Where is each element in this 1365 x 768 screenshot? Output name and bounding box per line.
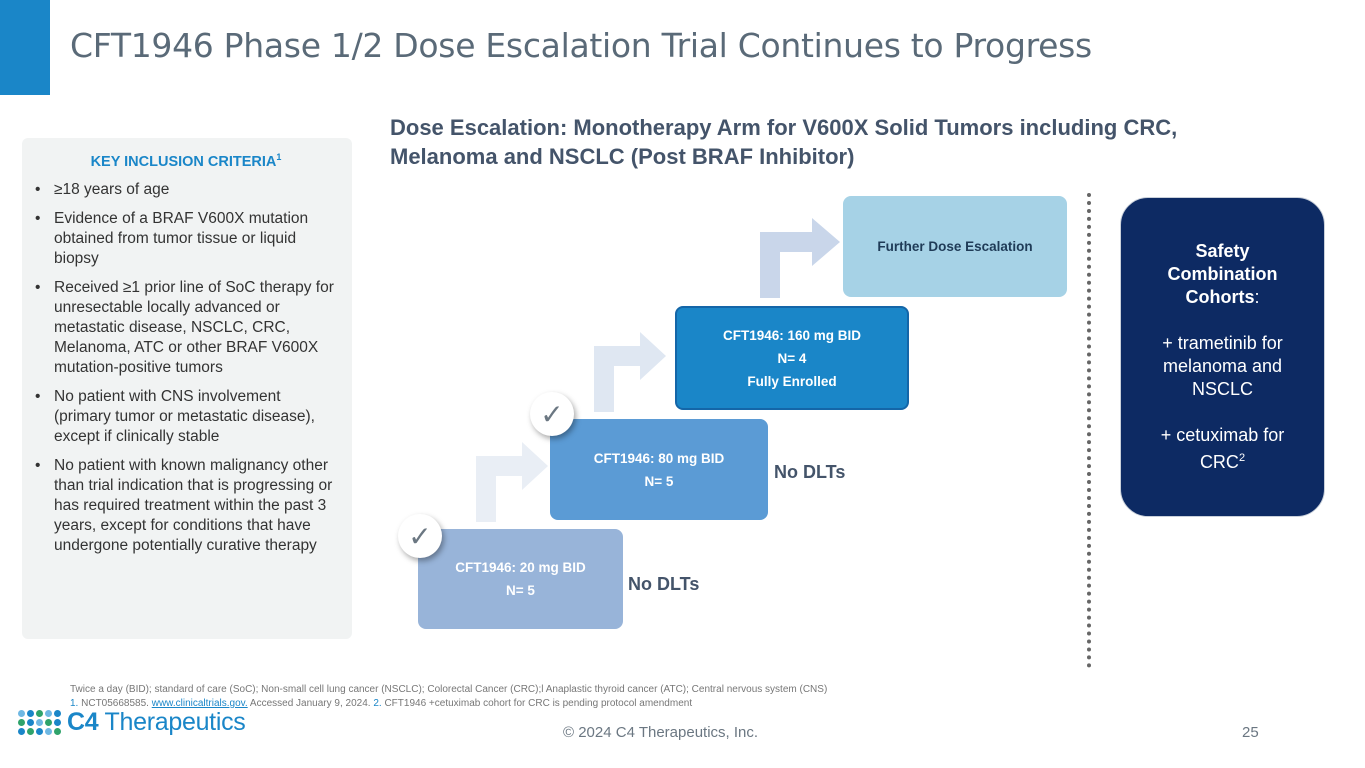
- footnote-ref-text: Accessed January 9, 2024.: [247, 698, 374, 709]
- criteria-item-text: No patient with known malignancy other t…: [54, 456, 333, 554]
- footnote-ref-text: CFT1946 +cetuximab cohort for CRC is pen…: [381, 698, 693, 709]
- checkmark-icon: ✓: [398, 514, 442, 558]
- criteria-title-footnote: 1: [276, 152, 282, 162]
- safety-item-footnote: 2: [1238, 452, 1246, 464]
- criteria-list: • ≥18 years of age • Evidence of a BRAF V6…: [32, 180, 340, 556]
- no-dlts-label: No DLTs: [628, 574, 700, 594]
- safety-heading-line-1: Safety: [1195, 241, 1250, 261]
- dose-step-80mg: CFT1946: 80 mg BID N= 5: [550, 419, 768, 520]
- footnote-ref-text: NCT05668585.: [78, 698, 152, 709]
- safety-cohorts-panel: Safety Combination Cohorts: + trametinib…: [1120, 197, 1325, 517]
- dose-step-label: CFT1946: 160 mg BID: [722, 327, 862, 343]
- checkmark-icon: ✓: [530, 392, 574, 436]
- footnote-abbreviations: Twice a day (BID); standard of care (SoC…: [70, 684, 828, 695]
- c4-therapeutics-logo: C4 Therapeutics: [18, 708, 246, 737]
- logo-text: C4 Therapeutics: [67, 708, 246, 737]
- criteria-item-text: No patient with CNS involvement (primary…: [54, 387, 315, 445]
- criteria-item-text: Received ≥1 prior line of SoC therapy fo…: [54, 278, 334, 376]
- dose-step-n: N= 5: [506, 583, 535, 598]
- footnote-ref-number: 2.: [373, 698, 382, 709]
- step-arrow-icon: [476, 442, 548, 522]
- criteria-title: KEY INCLUSION CRITERIA1: [32, 152, 340, 170]
- criteria-item-text: Evidence of a BRAF V600X mutation obtain…: [54, 209, 309, 267]
- accent-bar: [0, 0, 50, 95]
- safety-heading-colon: :: [1254, 287, 1260, 307]
- step-arrow-icon: [760, 218, 840, 298]
- safety-heading-line-3: Cohorts:: [1121, 286, 1324, 309]
- dose-step-160mg: CFT1946: 160 mg BID N= 4 Fully Enrolled: [675, 306, 909, 410]
- bullet-icon: •: [35, 209, 41, 227]
- no-dlts-label: No DLTs: [774, 462, 846, 482]
- safety-item-cetuximab: + cetuximab for CRC2: [1121, 424, 1324, 474]
- step-arrow-icon: [594, 332, 666, 412]
- safety-heading-cohorts: Cohorts: [1185, 287, 1255, 307]
- dose-step-further: Further Dose Escalation: [843, 196, 1067, 297]
- dose-step-n: N= 4: [777, 350, 807, 366]
- dose-step-status: Fully Enrolled: [747, 373, 837, 389]
- safety-item-cetuximab-text: + cetuximab for CRC: [1160, 425, 1285, 472]
- criteria-title-text: KEY INCLUSION CRITERIA: [90, 153, 277, 170]
- clinicaltrials-link[interactable]: www.clinicaltrials.gov.: [151, 698, 248, 709]
- dose-step-n: N= 5: [644, 473, 674, 489]
- criteria-item-text: ≥18 years of age: [54, 180, 170, 198]
- bullet-icon: •: [35, 387, 41, 405]
- logo-prefix: C4: [67, 708, 99, 736]
- inclusion-criteria-panel: KEY INCLUSION CRITERIA1 • ≥18 years of ag…: [22, 138, 352, 639]
- subtitle-line-2: Melanoma and NSCLC (Post BRAF Inhibitor): [390, 144, 855, 169]
- bullet-icon: •: [35, 180, 41, 198]
- criteria-item: • Evidence of a BRAF V600X mutation obtai…: [32, 209, 340, 269]
- logo-name: Therapeutics: [98, 708, 246, 736]
- bullet-icon: •: [35, 456, 41, 474]
- criteria-item: • Received ≥1 prior line of SoC therapy f…: [32, 278, 340, 378]
- dose-step-label: CFT1946: 20 mg BID: [455, 560, 586, 575]
- copyright: © 2024 C4 Therapeutics, Inc.: [563, 724, 759, 741]
- safety-item-trametinib: + trametinib for melanoma and NSCLC: [1162, 333, 1283, 399]
- footnote-ref-number: 1.: [70, 698, 79, 709]
- footnote: Twice a day (BID); standard of care (SoC…: [70, 683, 827, 711]
- slide-title: CFT1946 Phase 1/2 Dose Escalation Trial …: [70, 26, 1092, 65]
- slide-subtitle: Dose Escalation: Monotherapy Arm for V60…: [390, 113, 1330, 171]
- subtitle-line-1: Dose Escalation: Monotherapy Arm for V60…: [390, 115, 1178, 140]
- footnote-references: 1. NCT05668585. www.clinicaltrials.gov. …: [70, 697, 827, 711]
- criteria-item: • ≥18 years of age: [32, 180, 340, 200]
- criteria-item: • No patient with known malignancy other …: [32, 456, 340, 556]
- bullet-icon: •: [35, 278, 41, 296]
- dotted-divider: [1087, 193, 1091, 668]
- dose-step-20mg: CFT1946: 20 mg BID N= 5: [418, 529, 623, 629]
- dose-step-label: CFT1946: 80 mg BID: [593, 450, 725, 466]
- logo-dots-icon: [18, 710, 61, 735]
- safety-heading-line-2: Combination: [1167, 264, 1278, 284]
- dose-step-label: Further Dose Escalation: [877, 239, 1033, 254]
- page-number: 25: [1242, 724, 1259, 741]
- criteria-item: • No patient with CNS involvement (primar…: [32, 387, 340, 447]
